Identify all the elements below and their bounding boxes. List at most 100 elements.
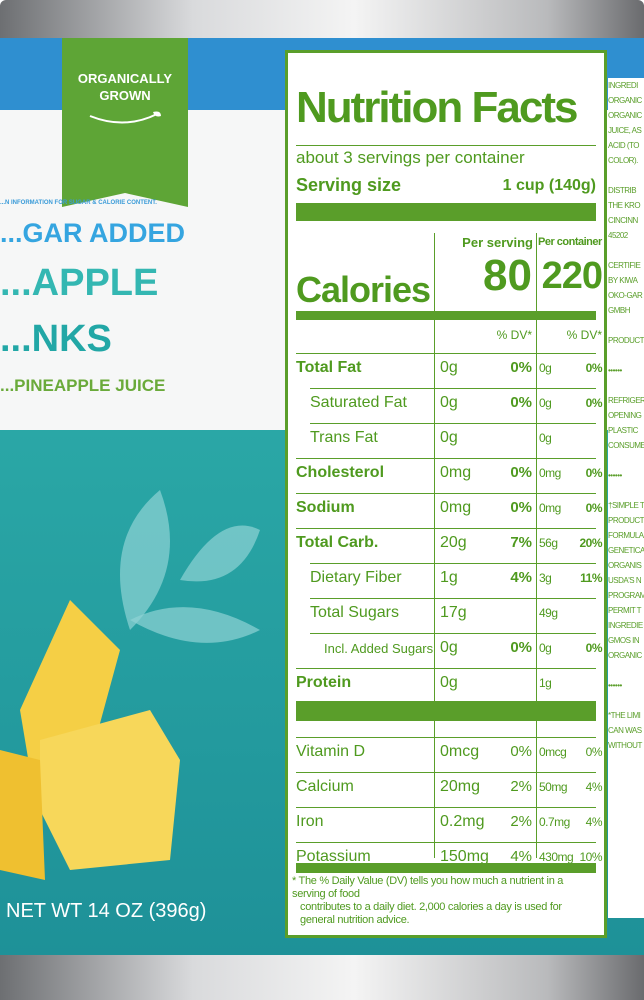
side-text-line: PLASTIC [608, 426, 638, 435]
dv-per-container: 10% [579, 850, 602, 864]
product-name-line2: ...NKS [0, 318, 112, 360]
dv-per-serving: 0% [510, 743, 532, 760]
side-text-line: ORGANIC [608, 96, 642, 105]
per-container-header: Per container [538, 236, 602, 248]
side-text-line: •••••• [608, 471, 622, 480]
ingredients-side-text: INGREDI ORGANIC ORGANIC JUICE, AS ACID (TO CO… [608, 78, 644, 918]
side-text-line: REFRIGER [608, 396, 644, 405]
side-text-line: ORGANIC [608, 111, 642, 120]
dv-per-serving: 0% [510, 639, 532, 656]
dv-per-container: 0% [585, 641, 603, 655]
calories-label: Calories [296, 269, 431, 310]
side-text-line: CONSUME [608, 441, 644, 450]
side-text-line: GENETICA [608, 546, 644, 555]
side-text-line [608, 243, 644, 258]
nutrition-facts-panel: Nutrition Facts about 3 servings per con… [285, 50, 607, 938]
nutrition-title: Nutrition Facts [296, 83, 578, 132]
side-text-line: WITHOUT [608, 741, 642, 750]
nutrient-label: Total Fat [296, 359, 362, 376]
dv-header-serving: % DV* [496, 328, 532, 342]
dv-per-serving: 4% [510, 569, 532, 586]
nutrient-label: Iron [296, 813, 324, 830]
side-text-line: ORGANIC [608, 651, 642, 660]
row-divider [296, 737, 596, 738]
side-text-line: JUICE, AS [608, 126, 642, 135]
dv-per-serving: 0% [510, 464, 532, 481]
side-text-line [608, 663, 644, 678]
amount-per-serving: 150mg [440, 848, 489, 865]
row-divider [296, 528, 596, 529]
side-text-line: CERTIFIE [608, 261, 641, 270]
dv-per-serving: 4% [510, 848, 532, 865]
nutrient-label: Trans Fat [310, 429, 378, 446]
dv-per-serving: 2% [510, 778, 532, 795]
side-text-line: DISTRIB [608, 186, 637, 195]
amount-per-serving: 0.2mg [440, 813, 485, 830]
row-divider [296, 807, 596, 808]
footnote-line1: * The % Daily Value (DV) tells you how m… [292, 875, 564, 900]
side-text-line: PRODUCT [608, 516, 644, 525]
amount-per-container: 0g [539, 431, 552, 445]
per-serving-header: Per serving [462, 235, 533, 250]
dv-per-container: 4% [585, 815, 603, 829]
row-divider [310, 423, 596, 424]
dv-per-serving: 0% [510, 499, 532, 516]
dv-per-container: 0% [585, 396, 603, 410]
dv-per-container: 11% [580, 571, 602, 585]
amount-per-serving: 0mcg [440, 743, 480, 760]
amount-per-serving: 17g [440, 604, 467, 621]
amount-per-serving: 0mg [440, 499, 472, 516]
side-text-line: FORMULA [608, 531, 644, 540]
row-divider [310, 598, 596, 599]
nutrient-label: Sodium [296, 499, 355, 516]
dv-per-serving: 2% [510, 813, 532, 830]
amount-per-serving: 20g [440, 534, 467, 551]
side-text-line: THE KRO [608, 201, 641, 210]
side-text-line [608, 483, 644, 498]
nutrient-label: Calcium [296, 778, 354, 795]
serving-size-label: Serving size [296, 175, 402, 195]
front-claim: ...GAR ADDED [0, 218, 186, 248]
dv-per-container: 0% [585, 466, 603, 480]
organically-grown-logo: ORGANICALLY GROWN [62, 38, 188, 207]
amount-per-container: 3g [539, 571, 552, 585]
nutrient-label: Cholesterol [296, 464, 385, 481]
amount-per-serving: 0g [440, 394, 458, 411]
nutrient-label: Incl. Added Sugars [324, 641, 434, 656]
calories-per-serving: 80 [483, 251, 532, 300]
dv-per-serving: 0% [510, 359, 532, 376]
side-text-line: •••••• [608, 681, 622, 690]
row-divider [296, 493, 596, 494]
side-text-line: USDA'S N [608, 576, 642, 585]
side-text-line: •••••• [608, 366, 622, 375]
side-text-line: COLOR). [608, 156, 638, 165]
amount-per-serving: 0g [440, 429, 458, 446]
row-divider [296, 353, 596, 354]
amount-per-container: 56g [539, 536, 558, 550]
amount-per-container: 0g [539, 361, 552, 375]
side-text-line [608, 168, 644, 183]
servings-per-container: about 3 servings per container [296, 148, 525, 167]
can-bottom-rim [0, 955, 644, 1000]
can-top-rim [0, 0, 644, 40]
side-text-line: CAN WAS [608, 726, 642, 735]
leaf-graphic-icon [120, 490, 260, 643]
side-text-line: PROGRAM [608, 591, 644, 600]
amount-per-serving: 20mg [440, 778, 481, 795]
side-text-line: GMOS IN [608, 636, 640, 645]
nutrient-label: Protein [296, 674, 352, 691]
amount-per-container: 0g [539, 396, 552, 410]
row-divider [296, 772, 596, 773]
dv-per-serving: 0% [510, 394, 532, 411]
product-subtitle: ...PINEAPPLE JUICE [0, 376, 166, 395]
side-text-line: CINCINN [608, 216, 638, 225]
nutrient-label: Potassium [296, 848, 371, 865]
side-text-line: *THE LIMI [608, 711, 641, 720]
row-divider [310, 563, 596, 564]
daily-value-footnote: * The % Daily Value (DV) tells you how m… [292, 875, 596, 927]
amount-per-container: 0mg [539, 466, 561, 480]
dv-per-container: 4% [585, 780, 603, 794]
amount-per-container: 49g [539, 606, 558, 620]
amount-per-container: 1g [539, 676, 552, 690]
amount-per-container: 50mg [539, 780, 568, 794]
